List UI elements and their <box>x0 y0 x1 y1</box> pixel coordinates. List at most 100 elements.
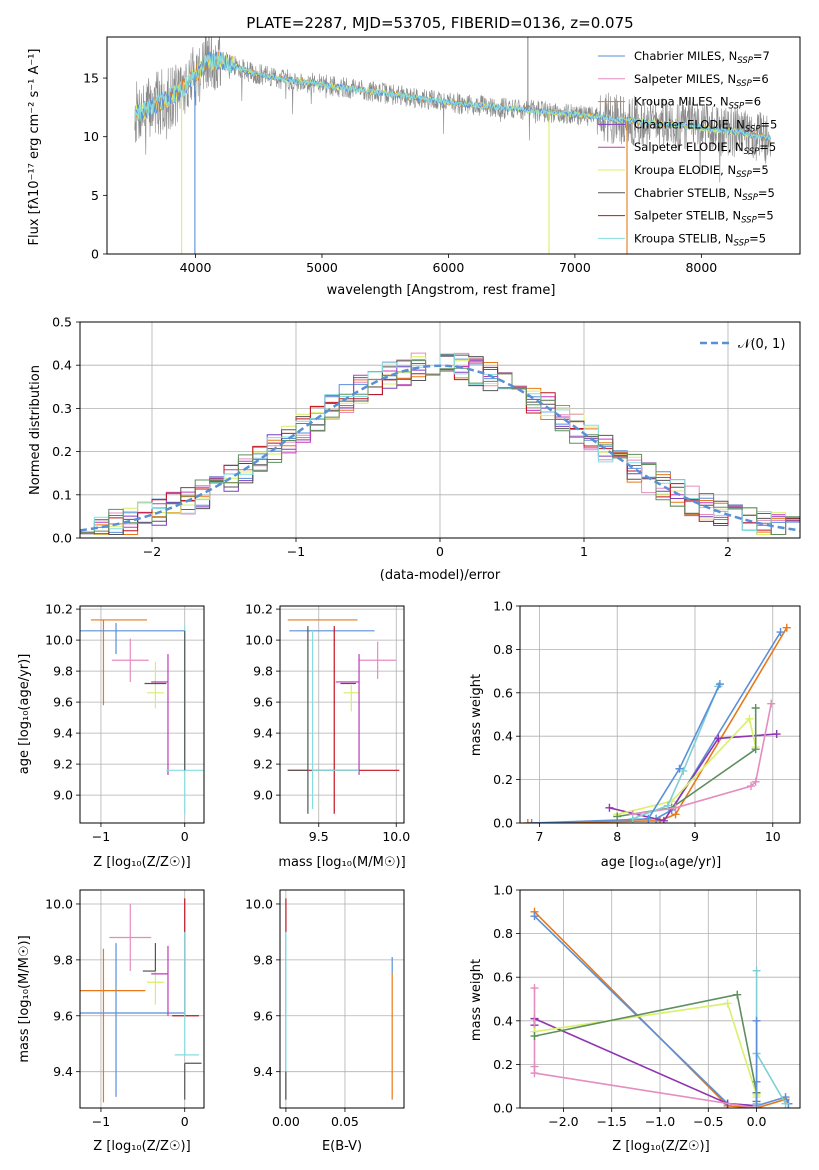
y-tick-label: 1.0 <box>493 599 513 614</box>
weight_vs_age-axes-frame <box>519 605 801 824</box>
age_vs_mass-panel: 9.5 10.0 9.0 9.2 9.4 9.6 9.8 10.0 10.2 <box>245 602 410 844</box>
weight-marker <box>714 734 723 743</box>
histogram-series <box>79 352 801 535</box>
weight-series <box>644 680 724 823</box>
weight-line <box>617 717 757 816</box>
y-tick-label: 0.2 <box>493 772 513 787</box>
y-tick-label: 9.6 <box>253 1008 273 1023</box>
y-tick-label: 10.0 <box>45 896 73 911</box>
weight-marker <box>527 819 536 823</box>
x-tick-label: 10.0 <box>382 829 410 844</box>
y-tick-label: 9.6 <box>53 695 73 710</box>
y-tick-label: 0.0 <box>493 1101 513 1116</box>
y-tick-label: 0.5 <box>52 315 72 330</box>
y-tick-label: 0.6 <box>493 970 513 985</box>
x-tick-label: 6000 <box>433 260 465 275</box>
weight-marker <box>715 680 724 689</box>
y-tick-label: 0.4 <box>493 729 513 744</box>
errorbar-point <box>111 638 149 682</box>
y-tick-label: 9.6 <box>253 695 273 710</box>
y-tick-label: 9.2 <box>53 757 73 772</box>
x-tick-label: 0 <box>436 544 444 559</box>
mass_vs_z-panel: −1 0 9.4 9.6 9.8 10.0 <box>45 889 205 1129</box>
mass-vs-z-xlabel: Z [log₁₀(Z/Z☉)] <box>93 1139 190 1154</box>
y-tick-label: 0.2 <box>493 1057 513 1072</box>
y-tick-label: 9.8 <box>53 952 73 967</box>
legend-entry: Chabrier ELODIE, NSSP=5 <box>634 117 777 134</box>
mass_vs_z-axes-frame <box>79 889 205 1109</box>
x-tick-label: 0.05 <box>331 1114 359 1129</box>
y-tick-label: 9.8 <box>253 952 273 967</box>
x-tick-label: 0.0 <box>747 1114 767 1129</box>
weight_vs_z-marks <box>530 907 793 1108</box>
weight-marker <box>733 990 742 999</box>
weight-vs-z-xlabel: Z [log₁₀(Z/Z☉)] <box>612 1139 709 1154</box>
weight-marker <box>782 623 791 632</box>
y-tick-label: 10.0 <box>245 633 273 648</box>
x-tick-label: −1.0 <box>645 1114 675 1129</box>
errorbar-point <box>80 948 146 1103</box>
weight-marker <box>752 1104 761 1108</box>
errorbar-point <box>343 685 360 712</box>
x-tick-label: 10 <box>765 829 781 844</box>
age-vs-mass-xlabel: mass [log₁₀(M/M☉)] <box>278 855 405 870</box>
x-tick-label: −1 <box>92 829 110 844</box>
y-tick-label: 0.4 <box>493 1013 513 1028</box>
weight-marker <box>644 814 653 823</box>
legend-entry: Kroupa STELIB, NSSP=5 <box>634 231 766 248</box>
errorbar-point <box>287 626 309 814</box>
y-tick-label: 0 <box>91 247 99 262</box>
weight-marker <box>752 966 761 975</box>
weight-marker <box>745 714 754 723</box>
age_vs_z-panel: −1 0 9.0 9.2 9.4 9.6 9.8 10.0 10.2 <box>45 602 205 844</box>
weight-marker <box>781 1099 790 1108</box>
weight-marker <box>523 819 532 823</box>
weight-marker <box>613 812 622 821</box>
errorbar-point <box>147 661 164 709</box>
x-tick-label: 4000 <box>180 260 212 275</box>
x-tick-label: 5000 <box>306 260 338 275</box>
weight-marker <box>530 1069 539 1078</box>
x-tick-label: −1 <box>92 1114 110 1129</box>
parameter-panels: −1 09.09.29.49.69.810.010.29.5 10.09.09.29… <box>45 599 801 1129</box>
y-tick-label: 10.2 <box>45 602 73 617</box>
weight-marker <box>751 703 760 712</box>
errorbar-point <box>335 654 360 775</box>
spectrum-panel: PLATE=2287, MJD=53705, FIBERID=0136, z=0… <box>27 14 801 298</box>
histogram-series-line <box>80 360 800 535</box>
y-tick-label: 9.0 <box>253 788 273 803</box>
normal-legend-label: 𝒩(0, 1) <box>738 337 785 352</box>
weight-marker <box>675 764 684 773</box>
x-tick-label: 7000 <box>559 260 591 275</box>
age_vs_z-axes-frame <box>79 605 205 824</box>
age-vs-z-ylabel: age [log₁₀(age/yr)] <box>17 654 32 775</box>
y-tick-label: 15 <box>83 71 99 86</box>
y-tick-label: 0.4 <box>52 358 72 373</box>
y-tick-label: 0.2 <box>52 444 72 459</box>
mass_vs_ebv-panel: 0.00 0.05 9.4 9.6 9.8 10.0 <box>245 889 405 1129</box>
y-tick-label: 9.8 <box>53 664 73 679</box>
legend-entry: Kroupa ELODIE, NSSP=5 <box>634 163 769 180</box>
weight-marker <box>751 745 760 754</box>
legend-entry: Chabrier STELIB, NSSP=5 <box>634 186 775 203</box>
parameter-panel-labels: Z [log₁₀(Z/Z☉)] age [log₁₀(age/yr)] mass… <box>17 654 721 1154</box>
weight-series <box>628 699 776 819</box>
weight-line <box>632 685 720 820</box>
histogram-ticks: −2 −1 0 1 2 0.0 0.1 0.2 0.3 0.4 0.5 <box>52 315 732 560</box>
x-tick-label: −0.5 <box>693 1114 723 1129</box>
y-tick-label: 10 <box>83 129 99 144</box>
y-tick-label: 10.2 <box>245 602 273 617</box>
weight-line <box>527 627 788 823</box>
y-tick-label: 0.1 <box>52 487 72 502</box>
y-tick-label: 9.2 <box>253 757 273 772</box>
weight_vs_age-panel: 7 8 9 10 0.0 0.2 0.4 0.6 0.8 1.0 <box>493 599 801 844</box>
legend-entry: Salpeter STELIB, NSSP=5 <box>634 209 774 226</box>
y-tick-label: 10.0 <box>45 633 73 648</box>
y-tick-label: 0.0 <box>493 816 513 831</box>
y-tick-label: 0.6 <box>493 685 513 700</box>
y-tick-label: 9.4 <box>53 726 73 741</box>
errorbar-point <box>80 623 185 655</box>
y-tick-label: 9.4 <box>253 726 273 741</box>
x-tick-label: −1.5 <box>597 1114 627 1129</box>
